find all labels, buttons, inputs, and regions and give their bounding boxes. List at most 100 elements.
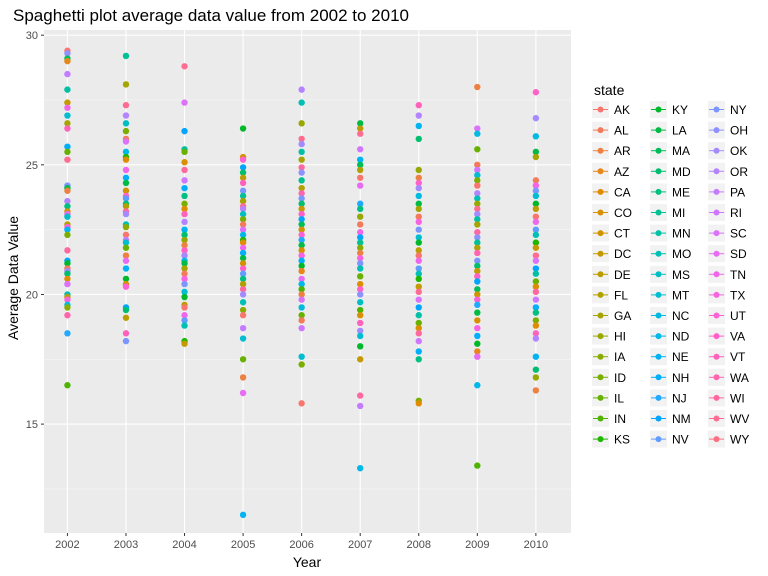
data-point [239,179,247,187]
data-point [122,210,130,218]
y-axis-title: Average Data Value [5,216,21,340]
data-point [64,330,71,337]
data-point [532,322,540,329]
legend-item: MD [650,162,691,180]
data-point [357,299,364,306]
legend-key-point [713,147,720,154]
data-point [357,120,364,127]
legend-item: OR [708,162,748,180]
data-point [532,200,540,207]
x-axis-title: Year [293,554,322,570]
data-point [474,324,481,332]
legend-label: MO [672,247,691,261]
data-point [298,120,305,127]
data-point [415,213,422,220]
legend-key-point [597,353,604,360]
legend-label: MN [672,227,691,241]
data-point [357,221,364,228]
data-point [298,190,305,197]
legend-label: ND [672,330,690,344]
data-point [474,382,481,389]
x-tick-label: 2003 [114,539,138,551]
legend-item: OH [708,121,748,139]
data-point [357,156,364,163]
data-point [122,179,130,187]
data-point [357,146,364,153]
legend-item: IL [592,389,624,407]
legend-key-point [655,250,662,257]
legend-key-point [597,415,604,422]
data-point [357,260,364,267]
data-point [181,210,188,218]
data-point [122,223,130,231]
legend-key-point [713,127,720,134]
data-point [357,244,364,251]
data-point [357,213,364,220]
data-point [298,231,305,239]
data-point [532,374,540,381]
data-point [415,400,422,407]
data-point [239,169,247,176]
data-point [181,99,188,106]
legend-key-point [713,188,720,195]
data-point [415,288,422,296]
data-point [181,260,188,267]
data-point [415,205,422,213]
legend-label: RI [730,206,742,220]
data-point [532,182,540,189]
legend-key-point [713,230,720,237]
data-point [298,275,305,283]
data-point [64,270,71,277]
data-point [64,50,71,57]
data-point [357,280,364,288]
data-point [415,257,422,264]
legend-label: OK [730,144,747,158]
legend-label: IL [614,391,624,405]
data-point [122,252,130,259]
data-point [474,249,481,257]
data-point [474,340,481,347]
legend-key-point [713,394,720,401]
data-point [474,244,481,251]
data-point [239,389,247,397]
data-point [239,205,247,213]
data-point [239,221,247,228]
legend-key-point [655,394,662,401]
data-point [122,148,130,156]
data-point [532,257,540,264]
data-point [298,280,305,288]
legend-item: WI [708,389,745,407]
data-point [122,174,130,181]
legend-key-point [597,209,604,216]
data-point [122,101,130,109]
data-point [239,244,247,251]
legend-label: NY [730,103,747,117]
legend-item: DC [592,245,632,263]
data-point [298,312,305,319]
data-point [122,156,130,163]
legend-item: MN [650,224,691,242]
data-point [474,161,481,169]
data-point [239,226,247,233]
data-point [122,283,130,290]
data-point [298,99,305,106]
data-point [357,182,364,189]
data-point [64,148,71,156]
data-point [357,392,364,399]
legend-label: WY [730,433,749,447]
data-point [532,89,540,96]
data-point [181,312,188,319]
data-point [64,104,71,111]
data-point [239,286,247,293]
legend-item: IN [592,410,626,427]
data-point [357,249,364,257]
data-point [298,156,305,163]
legend-key-point [597,250,604,257]
legend-label: MA [672,144,690,158]
x-axis: 2002 2003 2004 2005 2006 2007 2008 2009 2010 [55,533,548,551]
data-point [122,203,130,210]
legend-key-point [713,415,720,422]
data-point [474,348,481,355]
legend-item: KY [650,101,688,118]
